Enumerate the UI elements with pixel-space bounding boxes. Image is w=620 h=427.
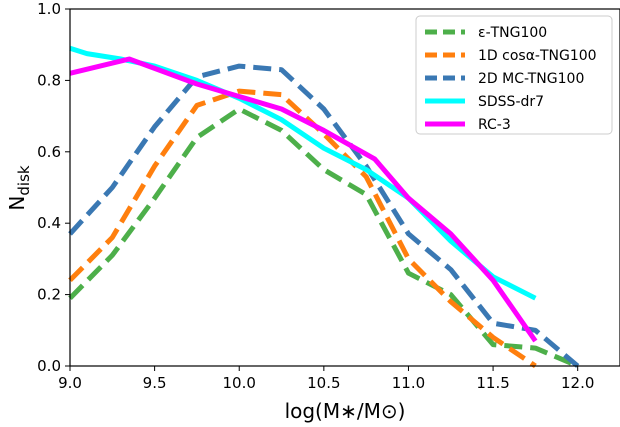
legend-label-2: 1D cosα-TNG100	[478, 48, 597, 64]
x-tick-label: 9.0	[58, 374, 82, 392]
x-tick-label: 11.5	[476, 374, 509, 392]
plot-frame	[69, 8, 620, 367]
legend: ε-TNG100 1D cosα-TNG100 2D MC-TNG100 SDSS-d…	[415, 15, 613, 135]
x-axis-label: log(M∗/M⊙)	[285, 399, 406, 423]
series-line-2	[68, 88, 537, 369]
y-tick-label: 0.6	[37, 143, 61, 161]
y-axis-label-sub: disk	[15, 165, 33, 196]
y-tick-label: 0.4	[37, 214, 61, 232]
legend-label-3: 2D MC-TNG100	[478, 71, 584, 87]
series-layer	[68, 45, 580, 369]
x-tick-label: 10.5	[307, 374, 340, 392]
y-tick-label: 0.0	[37, 357, 61, 375]
y-axis-label: Ndisk	[5, 165, 33, 210]
series-line-3	[68, 63, 580, 368]
y-tick-label: 0.2	[37, 286, 61, 304]
legend-label-1: ε-TNG100	[478, 25, 547, 41]
x-tick-label: 9.5	[143, 374, 167, 392]
x-tick-label: 11.0	[392, 374, 425, 392]
x-tick-label: 12.0	[561, 374, 594, 392]
x-tick-label: 10.0	[223, 374, 256, 392]
y-tick-label: 1.0	[37, 0, 61, 18]
y-axis-label-main: N	[5, 196, 29, 211]
ticks-layer: 9.0 9.5 10.0 10.5 11.0 11.5 12.0 0.0 0.2 0.4 0.6 0.…	[37, 0, 594, 392]
series-line-5	[69, 56, 538, 343]
legend-label-4: SDSS-dr7	[478, 94, 544, 110]
y-tick-label: 0.8	[37, 71, 61, 89]
legend-label-5: RC-3	[478, 117, 511, 133]
series-line-1	[68, 106, 579, 369]
legend-box	[415, 15, 613, 135]
